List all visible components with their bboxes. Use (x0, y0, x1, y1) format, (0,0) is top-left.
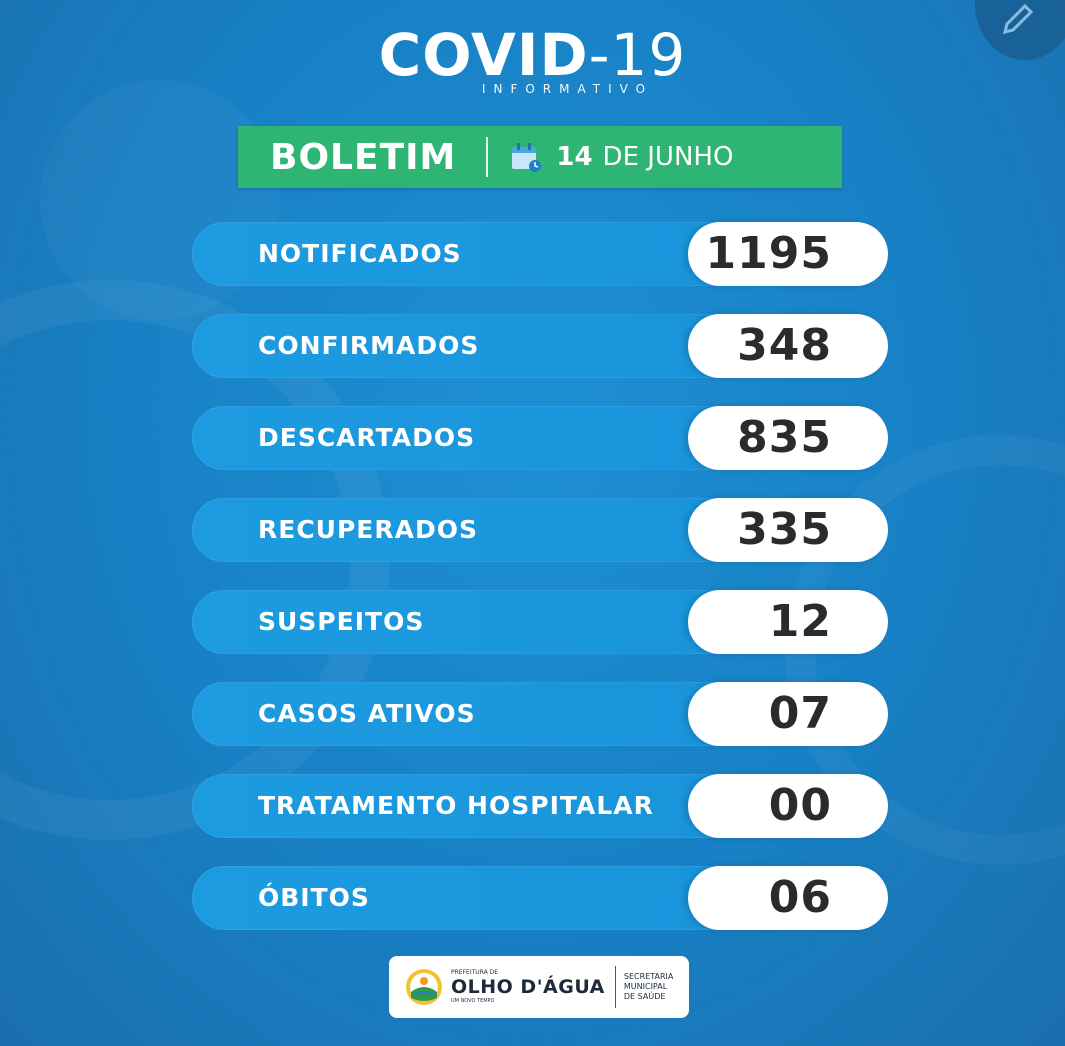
stat-label: SUSPEITOS (258, 607, 425, 636)
stat-value: 12 (768, 596, 832, 647)
secretaria-line-1: SECRETARIA (623, 972, 674, 981)
stat-row: SUSPEITOS 12 (192, 590, 888, 654)
stat-row: RECUPERADOS 335 (192, 498, 888, 562)
stat-label: NOTIFICADOS (258, 239, 462, 268)
stat-row: NOTIFICADOS 1195 (192, 222, 888, 286)
secretaria-line-2: MUNICIPAL (623, 982, 668, 991)
secretaria-line-3: DE SAÚDE (623, 992, 666, 1001)
bulletin-day: 14 (556, 142, 593, 172)
stats-list: NOTIFICADOS 1195 CONFIRMADOS 348 DESCART… (192, 222, 888, 958)
calendar-icon (512, 143, 542, 172)
stat-value: 835 (737, 412, 832, 463)
stat-value-box: 07 (688, 682, 888, 746)
stat-row: CASOS ATIVOS 07 (192, 682, 888, 746)
stat-value-box: 335 (688, 498, 888, 562)
stat-value-box: 348 (688, 314, 888, 378)
city-logo-text: PREFEITURA DE OLHO D'ÁGUA UM NOVO TEMPO (451, 969, 605, 1005)
edit-button[interactable] (975, 0, 1065, 60)
stat-value: 335 (737, 504, 832, 555)
stat-row: CONFIRMADOS 348 (192, 314, 888, 378)
bulletin-date: 14 DE JUNHO (510, 141, 733, 173)
stat-value-box: 1195 (688, 222, 888, 286)
stat-value: 1195 (705, 228, 832, 279)
bulletin-label: BOLETIM (270, 136, 457, 178)
covid-title: COVID-19 INFORMATIVO (0, 20, 1065, 96)
stat-value: 07 (768, 688, 832, 739)
stat-value-box: 12 (688, 590, 888, 654)
title-covid: COVID (378, 21, 589, 89)
city-emblem-icon (406, 969, 442, 1005)
stat-value: 348 (737, 320, 832, 371)
logo-divider (614, 966, 616, 1008)
bulletin-banner: BOLETIM 14 DE JUNHO (238, 126, 842, 188)
city-name: OLHO D'ÁGUA (451, 976, 605, 998)
prefeitura-label: PREFEITURA DE (451, 969, 498, 976)
stat-value-box: 00 (688, 774, 888, 838)
pencil-icon (1002, 3, 1034, 35)
stat-value: 00 (768, 780, 832, 831)
title-number: -19 (588, 21, 687, 89)
stat-label: CONFIRMADOS (258, 331, 480, 360)
stat-label: CASOS ATIVOS (258, 699, 476, 728)
stat-label: ÓBITOS (258, 883, 370, 912)
city-tagline: UM NOVO TEMPO (451, 998, 495, 1004)
bulletin-divider (486, 137, 489, 177)
bulletin-month: DE JUNHO (602, 142, 734, 172)
stat-label: RECUPERADOS (258, 515, 478, 544)
stat-row: DESCARTADOS 835 (192, 406, 888, 470)
footer-logo-card: PREFEITURA DE OLHO D'ÁGUA UM NOVO TEMPO … (389, 956, 689, 1018)
stat-value: 06 (768, 872, 832, 923)
stat-value-box: 835 (688, 406, 888, 470)
title-subtitle: INFORMATIVO (481, 82, 654, 96)
stat-label: TRATAMENTO HOSPITALAR (258, 791, 654, 820)
stat-label: DESCARTADOS (258, 423, 476, 452)
stat-value-box: 06 (688, 866, 888, 930)
stat-row: ÓBITOS 06 (192, 866, 888, 930)
secretaria-label: SECRETARIA MUNICIPAL DE SAÚDE (624, 972, 673, 1002)
stat-row: TRATAMENTO HOSPITALAR 00 (192, 774, 888, 838)
